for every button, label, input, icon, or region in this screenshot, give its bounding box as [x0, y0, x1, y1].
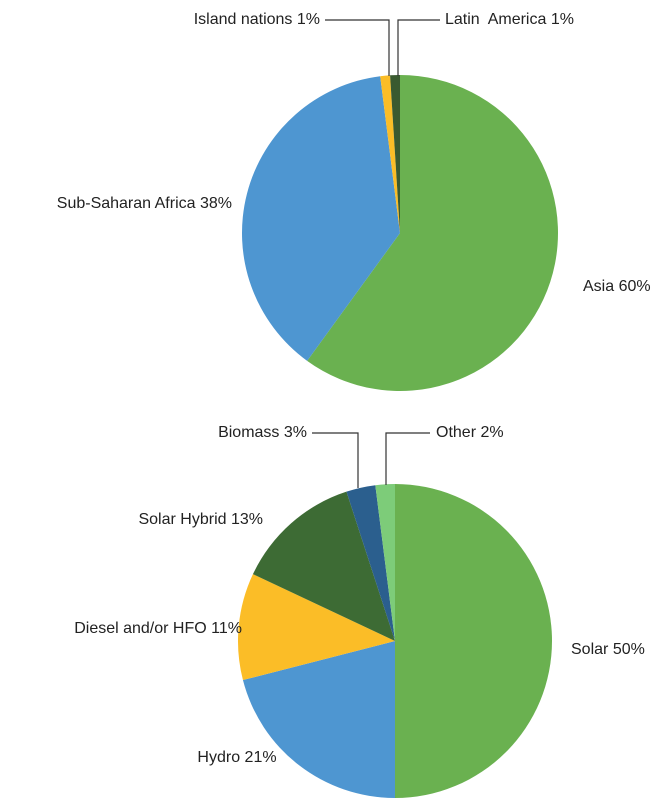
category-label: Solar	[571, 641, 609, 658]
category-label: Biomass	[218, 424, 279, 441]
category-label: Sub-Saharan Africa	[57, 195, 196, 212]
pie-slice	[380, 75, 400, 234]
category-label: Other	[436, 424, 477, 441]
slice-label: Diesel and/or HFO 11%	[74, 620, 242, 637]
slice-label: Hydro 21%	[197, 749, 276, 766]
pie-slice	[242, 641, 395, 798]
leader-line	[397, 19, 440, 76]
value-label: 1%	[551, 11, 574, 28]
category-label: Latin America	[445, 11, 546, 28]
value-label: 13%	[231, 511, 263, 528]
leader-line	[325, 19, 390, 76]
leader-line	[385, 432, 430, 485]
value-label: 38%	[200, 195, 232, 212]
value-label: 3%	[284, 424, 307, 441]
slice-label: Latin America 1%	[445, 11, 574, 28]
value-label: 11%	[211, 620, 242, 637]
category-label: Diesel and/or HFO	[74, 620, 207, 637]
category-label: Solar Hybrid	[138, 511, 226, 528]
leader-line	[312, 432, 359, 488]
slice-label: Solar Hybrid 13%	[138, 511, 263, 528]
slice-label: Island nations 1%	[194, 11, 320, 28]
pie-slice	[242, 76, 400, 361]
category-label: Hydro	[197, 749, 240, 766]
value-label: 21%	[245, 749, 277, 766]
pie-slice	[307, 75, 559, 391]
category-label: Asia	[583, 278, 614, 295]
value-label: 1%	[297, 11, 320, 28]
slice-label: Biomass 3%	[218, 424, 307, 441]
slice-label: Other 2%	[436, 424, 504, 441]
pie-slice	[390, 75, 400, 233]
pie-slice	[252, 491, 395, 641]
pie-slice	[375, 484, 395, 641]
slice-label: Solar 50%	[571, 641, 645, 658]
pie-slice	[238, 574, 395, 681]
slice-label: Asia 60%	[583, 278, 651, 295]
value-label: 2%	[480, 424, 503, 441]
pie-slice	[395, 484, 552, 798]
category-label: Island nations	[194, 11, 293, 28]
value-label: 60%	[619, 278, 651, 295]
pie-slice	[346, 485, 395, 641]
value-label: 50%	[613, 641, 645, 658]
slice-label: Sub-Saharan Africa 38%	[57, 195, 232, 212]
